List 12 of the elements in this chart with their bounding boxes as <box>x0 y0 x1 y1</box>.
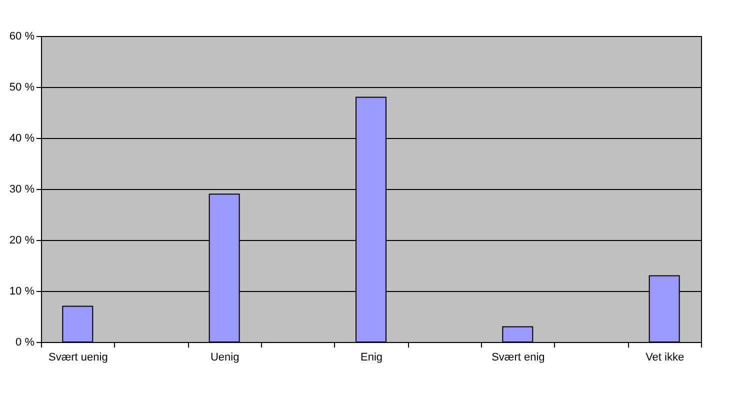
y-tick-label: 50 % <box>9 82 35 94</box>
x-tick-label: Svært enig <box>492 352 545 364</box>
y-tick-label: 30 % <box>9 184 35 196</box>
y-tick-label: 20 % <box>9 234 35 246</box>
x-tick-label: Enig <box>360 352 383 364</box>
y-tick-label: 0 % <box>16 336 35 348</box>
y-tick-label: 60 % <box>9 30 35 42</box>
y-tick-label: 10 % <box>9 286 35 298</box>
y-tick-label: 40 % <box>9 132 35 144</box>
x-tick-label: Svært uenig <box>48 352 108 364</box>
x-tick-label: Vet ikke <box>646 352 684 364</box>
x-tick-label: Uenig <box>210 352 240 364</box>
